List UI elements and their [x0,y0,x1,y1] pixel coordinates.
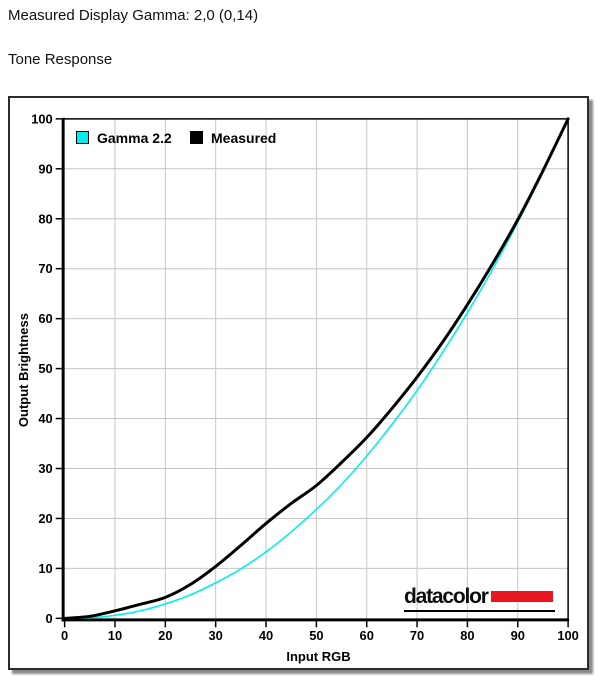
y-tick-label: 30 [38,461,52,476]
datacolor-logo-bar [490,591,553,602]
y-tick-label: 90 [38,161,52,176]
x-tick-label: 90 [511,628,525,643]
legend-item-measured: Measured [190,129,276,146]
y-tick-label: 10 [38,561,52,576]
y-tick-label: 70 [38,261,52,276]
y-tick-label: 50 [38,361,52,376]
x-tick-label: 70 [410,628,424,643]
measured-legend-swatch [190,131,203,144]
x-tick-label: 50 [309,628,323,643]
x-tick-label: 40 [259,628,273,643]
x-axis-title: Input RGB [286,649,351,664]
x-tick-label: 30 [209,628,223,643]
legend-label: Gamma 2.2 [97,129,172,146]
x-tick-label: 10 [108,628,122,643]
y-tick-label: 100 [31,111,53,126]
x-tick-label: 20 [158,628,172,643]
gamma22-legend-swatch [76,131,89,144]
x-tick-label: 60 [360,628,374,643]
datacolor-logo: datacolor [404,586,555,612]
y-tick-label: 20 [38,511,52,526]
curve-measured [63,117,570,620]
y-tick-label: 80 [38,211,52,226]
y-tick-label: 0 [46,611,53,626]
y-axis-title: Output Brightness [15,313,31,428]
tone-response-chart: 0 10 20 30 40 50 60 70 80 90 100 0 10 20 30 40 50 60 70 80 9… [31,111,579,643]
legend-label: Measured [211,129,277,146]
curve-gamma-2-2 [63,118,569,620]
datacolor-logo-text: datacolor [404,585,489,608]
y-tick-label: 40 [38,411,52,426]
x-tick-label: 80 [460,628,474,643]
y-tick-label: 60 [38,311,52,326]
chart-panel: 0 10 20 30 40 50 60 70 80 90 100 0 10 20 30 40 50 60 70 80 9… [8,96,589,670]
legend-item-gamma22: Gamma 2.2 [76,129,172,146]
x-tick-label: 100 [557,628,579,643]
x-tick-label: 0 [61,628,68,643]
section-title: Tone Response [8,51,113,68]
measured-gamma-text: Measured Display Gamma: 2,0 (0,14) [8,7,259,24]
